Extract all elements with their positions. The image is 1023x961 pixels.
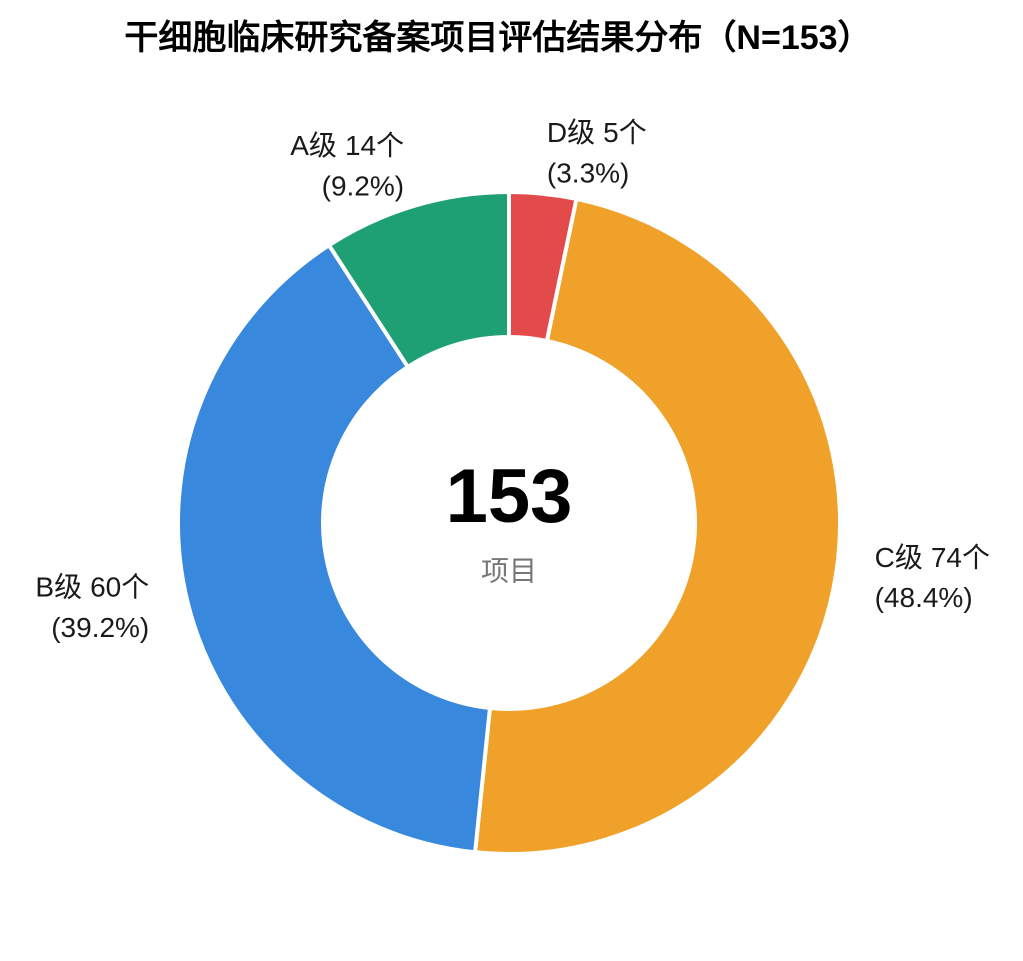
slice-label: A级 14个 [290,131,404,162]
value-label: 5个 [603,117,647,148]
category-label: B级 [35,572,82,603]
slice-label: C级 74个 [875,542,990,573]
value-label: 60个 [90,572,149,603]
slice [472,196,842,856]
slice-label: D级 5个 [547,117,647,148]
slice [176,242,493,855]
chart-title: 干细胞临床研究备案项目评估结果分布（N=153） [124,18,871,57]
slice [326,189,511,370]
value-label: 14个 [345,131,404,162]
percent-label: (3.3%) [547,157,629,188]
value-label: 74个 [931,542,990,573]
donut [176,189,842,856]
percent-label: (39.2%) [51,612,149,643]
center-label: 项目 [481,555,537,586]
category-label: D级 [547,117,595,148]
category-label: A级 [290,131,337,162]
category-label: C级 [875,542,923,573]
percent-label: (9.2%) [322,171,404,202]
percent-label: (48.4%) [875,582,973,613]
slice-label: B级 60个 [35,572,149,603]
center-value: 153 [446,454,573,539]
